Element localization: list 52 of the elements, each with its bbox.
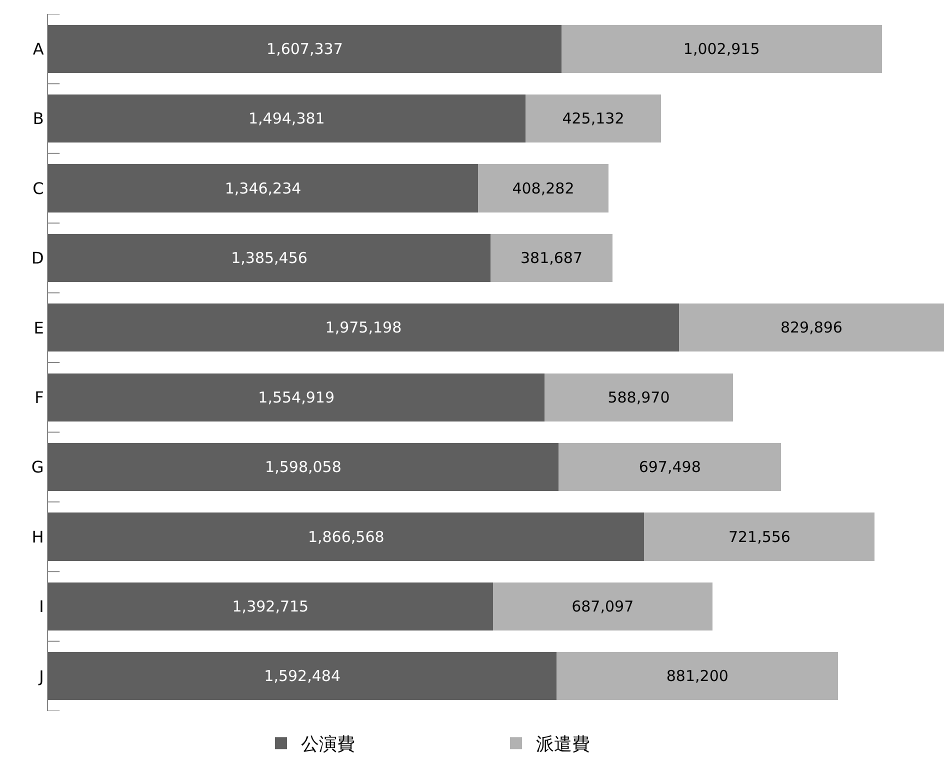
data-label: 697,498 [638,458,701,476]
data-label: 381,687 [520,248,583,267]
y-tick-label: G [31,458,44,477]
bar [544,373,733,422]
y-tick-label: B [32,109,44,128]
y-tick-label: A [32,39,44,58]
data-label: 1,002,915 [683,40,760,58]
data-label: 1,385,456 [231,248,308,267]
bar [678,304,944,352]
bar [48,94,526,143]
bar [492,582,712,630]
bar [490,234,612,282]
legend-label: 公演費 [301,734,355,756]
data-label: 425,132 [562,110,624,128]
data-label: 1,494,381 [248,110,325,128]
bar [478,164,608,212]
bar [48,512,644,561]
y-tick-label: D [31,248,44,268]
data-label: 1,592,484 [264,667,341,686]
bar [558,443,782,492]
y-tick-label: F [34,388,44,407]
data-label: 588,970 [608,388,670,406]
bar [48,652,557,700]
bar [644,512,875,561]
y-tick-label: H [32,527,44,546]
bar [556,652,838,700]
bar [48,24,562,73]
data-label: 1,866,568 [308,528,384,546]
data-label: 1,607,337 [266,40,343,58]
bar [525,94,662,143]
data-label: 408,282 [512,179,574,198]
bar [48,373,545,422]
y-tick-label: C [32,178,44,198]
bar [48,164,478,212]
data-label: 829,896 [780,318,842,337]
bar [561,24,882,73]
y-tick-label: J [38,666,44,686]
data-label: 721,556 [728,528,790,546]
legend-label: 派遣費 [536,734,590,756]
bar [48,304,679,352]
bar [48,234,491,282]
y-tick-label: E [34,318,44,338]
data-label: 1,598,058 [265,458,342,476]
data-label: 1,346,234 [224,179,302,198]
y-tick-label: I [39,597,44,616]
bar [48,582,493,630]
data-label: 1,392,715 [232,597,309,616]
bar [48,443,558,492]
data-label: 687,097 [572,597,634,616]
data-label: 1,554,919 [258,388,335,406]
data-label: 1,975,198 [325,318,402,337]
data-label: 881,200 [666,667,728,686]
